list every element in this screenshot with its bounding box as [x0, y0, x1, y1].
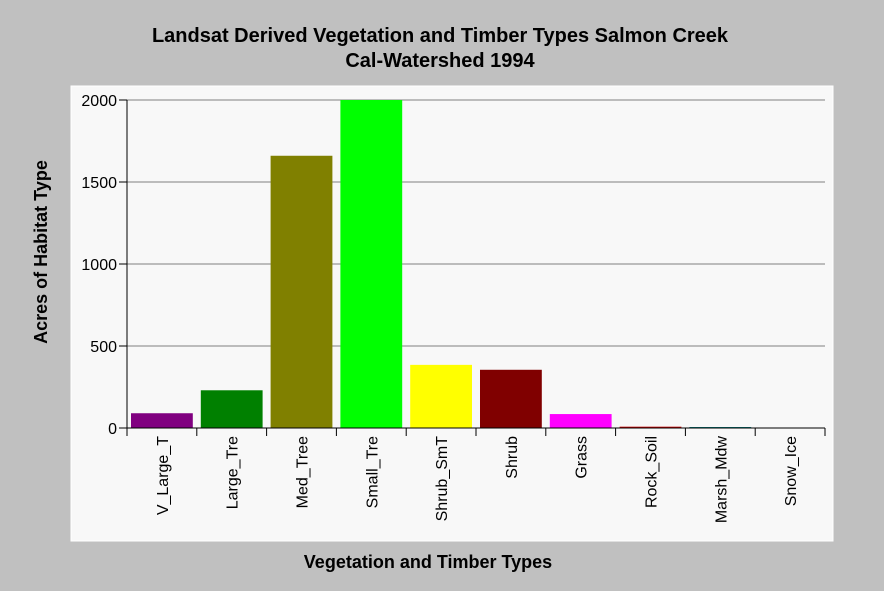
- x-tick-label: Marsh_Mdw: [713, 436, 730, 524]
- x-tick-label: Small_Tre: [364, 436, 381, 508]
- x-tick-label: Med_Tree: [295, 436, 312, 508]
- y-tick-label: 1000: [81, 257, 117, 274]
- bar-shrub-smt: [410, 364, 472, 428]
- chart-title: Landsat Derived Vegetation and Timber Ty…: [152, 25, 729, 47]
- x-tick-label: Rock_Soil: [644, 436, 661, 508]
- y-tick-label: 2000: [81, 93, 117, 110]
- bars: [131, 100, 752, 428]
- axes: [119, 99, 826, 436]
- gridlines: [127, 99, 825, 347]
- x-tick-label: Shrub: [504, 436, 521, 479]
- chart-subtitle: Cal-Watershed 1994: [345, 50, 535, 72]
- bar-small-tre: [340, 100, 403, 428]
- x-tick-labels: V_Large_T Large_Tre Med_Tree Small_Tre Shrub…: [155, 436, 800, 524]
- y-tick-labels: 0 500 1000 1500 2000: [81, 93, 117, 438]
- y-tick-label: 1500: [81, 175, 117, 192]
- chart-frame: [70, 85, 834, 542]
- x-tick-label: Snow_Ice: [783, 436, 800, 506]
- x-tick-label: Shrub_SmT: [434, 436, 451, 522]
- x-axis-title: Vegetation and Timber Types: [304, 552, 552, 572]
- y-axis-title: Acres of Habitat Type: [31, 160, 51, 344]
- bar-v-large-t: [131, 413, 193, 428]
- bar-rock-soil: [619, 426, 682, 428]
- y-tick-label: 500: [90, 339, 117, 356]
- bar-grass: [549, 414, 612, 428]
- bar-shrub: [480, 369, 542, 428]
- x-tick-label: Grass: [574, 436, 591, 479]
- x-tick-label: V_Large_T: [155, 436, 172, 515]
- x-tick-label: Large_Tre: [225, 436, 242, 509]
- bar-large-tre: [200, 390, 263, 428]
- y-tick-label: 0: [108, 421, 117, 438]
- bar-med-tree: [270, 155, 333, 428]
